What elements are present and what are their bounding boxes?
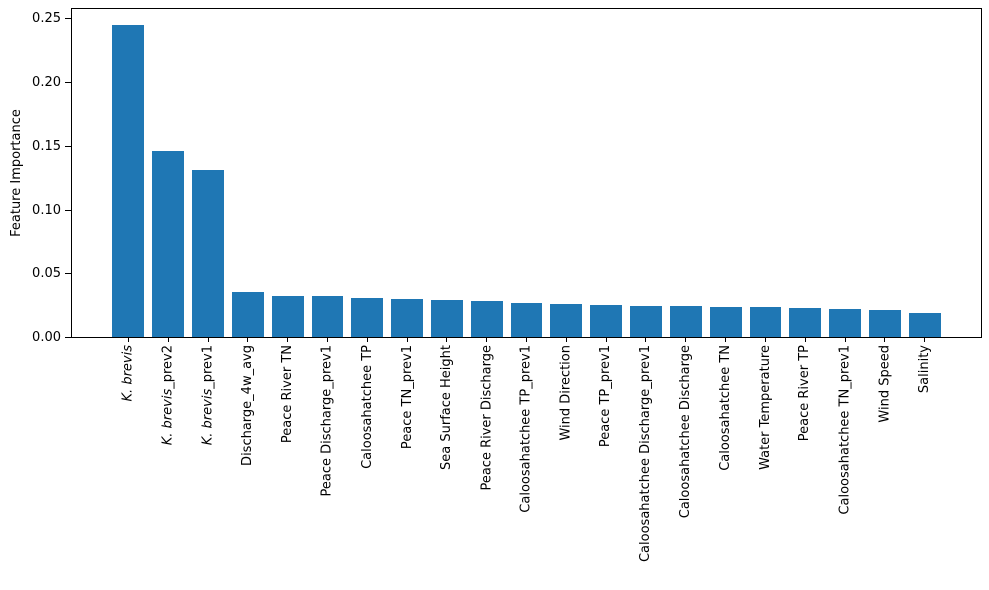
- bar: [112, 24, 145, 337]
- bar: [829, 309, 861, 337]
- x-tick-label: K. brevis_prev2: [160, 345, 176, 446]
- x-tick: [127, 338, 129, 342]
- x-tick-label: Water Temperature: [757, 345, 773, 470]
- x-tick: [486, 338, 488, 342]
- bar: [391, 298, 423, 337]
- x-tick: [326, 338, 328, 342]
- y-tick-label: 0.20: [32, 75, 61, 91]
- x-tick: [764, 338, 766, 342]
- x-tick-label: Caloosahatchee TP_prev1: [519, 345, 534, 513]
- x-tick-label: K. brevis_prev1: [200, 345, 216, 446]
- x-tick-label: Peace River TN: [280, 345, 296, 444]
- x-tick: [167, 338, 169, 342]
- bar: [669, 306, 702, 337]
- bar: [311, 296, 344, 337]
- y-tick-label: 0.00: [32, 330, 61, 345]
- x-tick-label: Peace River TP: [797, 345, 813, 442]
- y-tick-label: 0.10: [32, 202, 61, 218]
- y-tick: [65, 337, 71, 338]
- x-tick-label: Caloosahatchee TP: [359, 345, 375, 469]
- x-tick: [804, 338, 806, 342]
- x-tick-label: Peace TN_prev1: [399, 345, 415, 450]
- x-tick: [725, 338, 727, 342]
- bar: [630, 306, 662, 337]
- x-tick-label: Wind Speed: [877, 345, 893, 423]
- bar: [709, 307, 742, 337]
- bar: [590, 305, 623, 337]
- bar: [152, 151, 185, 337]
- y-tick: [65, 18, 71, 19]
- x-tick: [685, 338, 687, 342]
- x-tick: [406, 338, 408, 342]
- x-tick-label: Caloosahatchee TN: [718, 345, 734, 471]
- bar: [271, 296, 304, 337]
- x-tick: [446, 338, 448, 342]
- x-tick-label: Peace TP_prev1: [598, 345, 614, 448]
- x-tick: [924, 338, 926, 342]
- x-tick: [247, 338, 249, 342]
- y-tick: [65, 82, 71, 83]
- x-tick: [645, 338, 647, 342]
- x-tick: [207, 338, 209, 342]
- x-tick-label: K. brevis: [120, 345, 136, 402]
- x-tick-label: Wind Direction: [558, 345, 574, 441]
- x-tick: [287, 338, 289, 342]
- x-tick-label: Caloosahatchee Discharge_prev1: [638, 345, 654, 563]
- bar: [550, 303, 583, 337]
- x-tick: [844, 338, 846, 342]
- x-tick-label: Caloosahatchee TN_prev1: [837, 345, 853, 515]
- bar: [749, 307, 782, 337]
- x-tick-label: Salinity: [917, 345, 933, 394]
- x-tick-label: Discharge_4w_avg: [240, 345, 256, 466]
- bar: [351, 297, 384, 337]
- x-tick: [526, 338, 527, 342]
- y-tick: [65, 146, 71, 147]
- x-tick: [605, 338, 607, 342]
- y-tick-label: 0.15: [32, 138, 61, 154]
- bar: [510, 302, 543, 337]
- bar: [470, 301, 503, 337]
- x-tick: [565, 338, 567, 342]
- x-tick-label: Peace Discharge_prev1: [319, 345, 335, 497]
- y-tick: [65, 210, 71, 211]
- plot-area: [71, 8, 982, 338]
- y-tick-label: 0.25: [32, 11, 61, 27]
- x-tick: [366, 338, 368, 342]
- x-tick-label: Peace River Discharge: [479, 345, 495, 491]
- bar: [789, 307, 822, 337]
- y-tick-label: 0.05: [32, 266, 61, 282]
- x-tick-label: Sea Surface Height: [439, 345, 455, 470]
- bar: [231, 292, 264, 337]
- bar: [868, 310, 901, 337]
- y-tick: [65, 273, 71, 274]
- x-tick-label: Caloosahatchee Discharge: [678, 345, 694, 519]
- x-tick: [884, 338, 886, 342]
- bar: [192, 170, 224, 337]
- bar: [430, 300, 463, 337]
- bar: [908, 312, 941, 337]
